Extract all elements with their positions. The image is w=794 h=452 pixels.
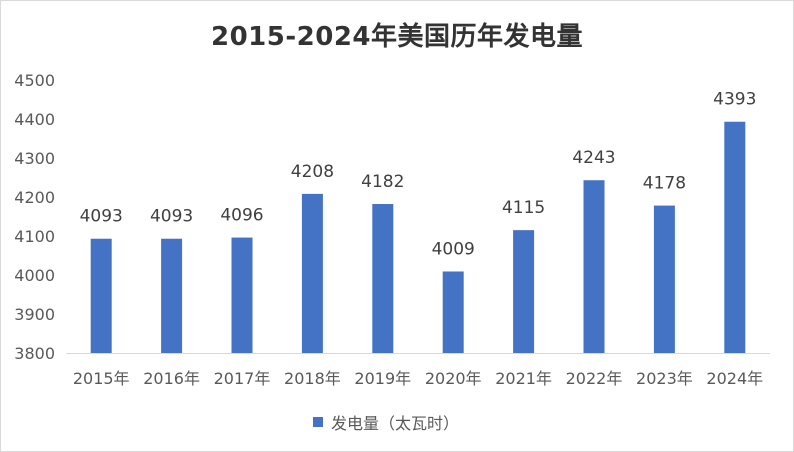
bar [231, 237, 253, 353]
x-tick-label: 2015年 [73, 369, 130, 388]
x-axis-tick-labels: 2015年 2016年 2017年 2018年 2019年 2020年 2021年 2022年… [73, 369, 763, 388]
bar [372, 204, 394, 353]
bar [653, 205, 675, 353]
bar [583, 180, 605, 353]
y-tick-label: 4300 [14, 149, 55, 168]
x-tick-label: 2020年 [425, 369, 482, 388]
data-label: 4208 [291, 162, 334, 182]
bar [161, 238, 183, 353]
x-tick-label: 2018年 [284, 369, 341, 388]
y-tick-label: 4400 [14, 110, 55, 129]
data-label: 4393 [713, 90, 756, 110]
data-label: 4093 [150, 207, 193, 227]
data-label: 4009 [432, 239, 475, 259]
bar [90, 238, 112, 353]
data-label: 4182 [361, 172, 404, 192]
data-label: 4115 [502, 198, 545, 218]
x-tick-label: 2021年 [495, 369, 552, 388]
bar [513, 230, 535, 353]
y-tick-label: 4200 [14, 188, 55, 207]
bar [301, 193, 323, 353]
x-tick-label: 2023年 [636, 369, 693, 388]
data-label: 4243 [572, 148, 615, 168]
y-axis-tick-labels: 3800 3900 4000 4100 4200 4300 4400 4500 [14, 71, 55, 363]
y-tick-label: 4000 [14, 266, 55, 285]
y-tick-label: 3900 [14, 305, 55, 324]
legend: 发电量（太瓦时） [313, 410, 459, 434]
x-tick-label: 2017年 [214, 369, 271, 388]
bars [90, 121, 746, 353]
bar [442, 271, 464, 353]
data-label: 4178 [643, 174, 686, 194]
data-label: 4093 [80, 207, 123, 227]
x-tick-label: 2019年 [354, 369, 411, 388]
data-label: 4096 [220, 206, 263, 226]
x-tick-label: 2024年 [706, 369, 763, 388]
legend-label: 发电量（太瓦时） [331, 414, 460, 433]
data-labels: 4093 4093 4096 4208 4182 4009 4115 4243 4178 4393 [80, 90, 757, 260]
y-tick-label: 4500 [14, 71, 55, 90]
y-tick-label: 3800 [14, 344, 55, 363]
chart-title: 2015-2024年美国历年发电量 [210, 22, 584, 52]
bar [724, 121, 746, 353]
y-tick-label: 4100 [14, 227, 55, 246]
x-tick-label: 2016年 [143, 369, 200, 388]
x-tick-label: 2022年 [566, 369, 623, 388]
legend-swatch [313, 417, 323, 427]
